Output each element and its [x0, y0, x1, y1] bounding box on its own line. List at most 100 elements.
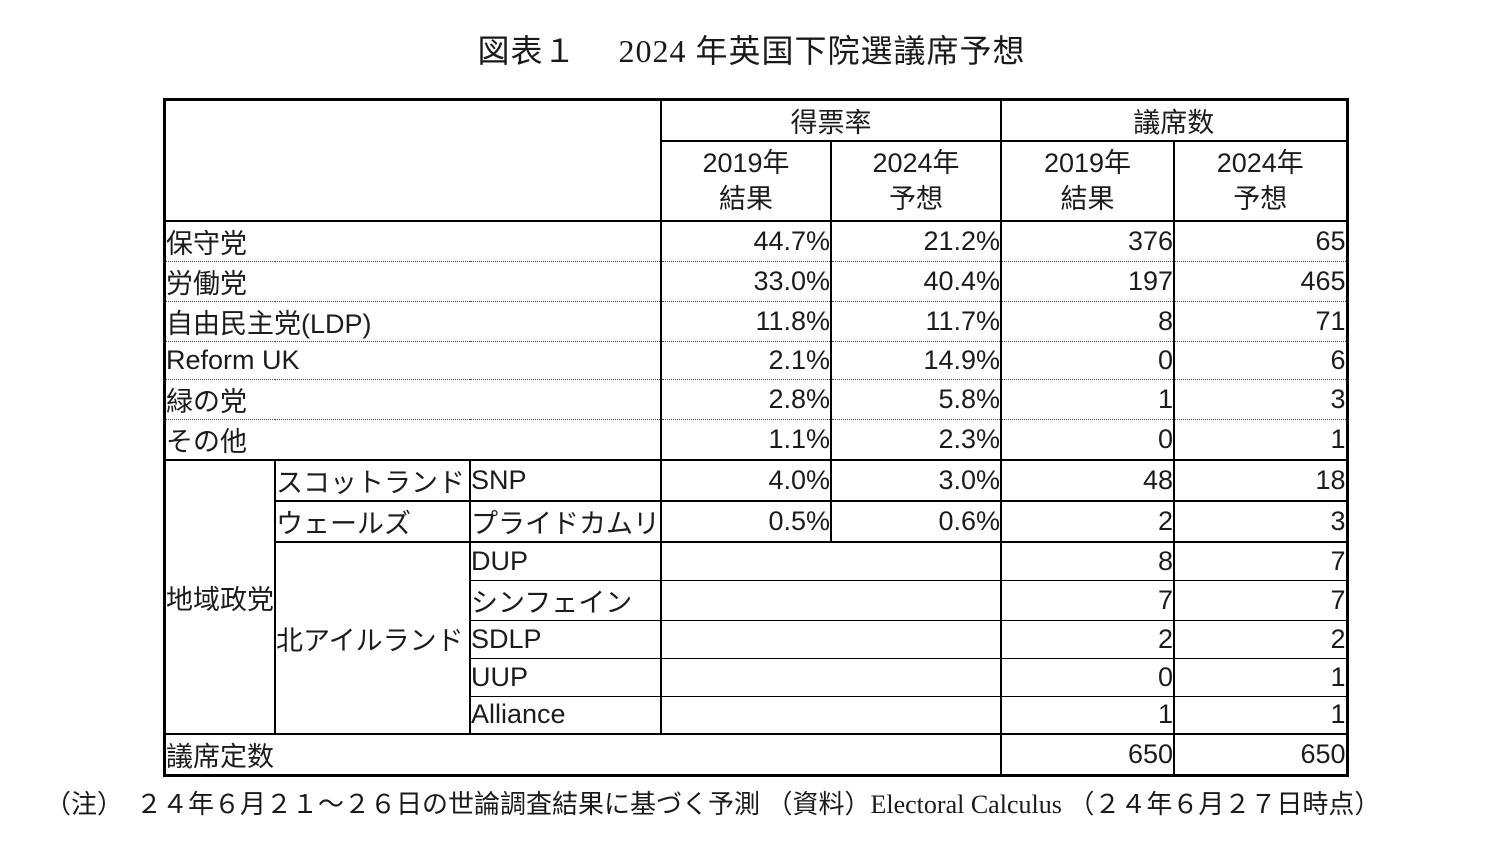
vote-share-2019-cell: 2.1% [660, 341, 832, 380]
vote-share-2019-cell: 33.0% [660, 261, 832, 302]
party-label-cell: その他 [163, 419, 662, 460]
vote-share-2024-cell: 5.8% [830, 379, 1002, 420]
seats-2019-cell: 1 [1000, 379, 1175, 420]
seats-2024-cell: 71 [1173, 301, 1348, 342]
seats-2024-cell: 7 [1173, 579, 1348, 620]
header-line: 予想 [1233, 184, 1288, 214]
corner-empty-cell [163, 99, 662, 221]
seats-2024-cell: 650 [1173, 733, 1348, 776]
seats-2019-cell: 1 [1000, 695, 1175, 734]
vote-share-2019-header: 2019年 結果 [660, 140, 832, 221]
seats-2019-cell: 376 [1000, 220, 1175, 262]
party-label-cell: シンフェイン [469, 579, 662, 620]
party-label-cell: 緑の党 [163, 379, 662, 420]
table-row-conservative: 保守党 44.7% 21.2% 376 65 [163, 220, 1348, 262]
seats-2024-cell: 3 [1173, 379, 1348, 420]
seats-2024-cell: 65 [1173, 220, 1348, 262]
table-row-reform-uk: Reform UK 2.1% 14.9% 0 6 [163, 341, 1348, 380]
header-columns-row: 2019年 結果 2024年 予想 2019年 結果 2024年 予想 [165, 140, 1348, 221]
party-label-cell: 労働党 [163, 261, 662, 302]
vote-share-group-header: 得票率 [660, 99, 1002, 141]
party-label-cell: SNP [469, 459, 662, 501]
seats-2024-cell: 7 [1173, 541, 1348, 580]
table-row-green: 緑の党 2.8% 5.8% 1 3 [163, 379, 1348, 420]
table-row-alliance: Alliance 1 1 [165, 695, 1348, 734]
vote-share-2019-cell: 4.0% [660, 459, 832, 501]
seats-2024-cell: 1 [1173, 695, 1348, 734]
seats-2019-cell: 0 [1000, 419, 1175, 460]
header-line: 2019年 [702, 148, 790, 178]
vote-share-2024-cell: 21.2% [830, 220, 1002, 262]
table-row-snp: 地域政党 スコットランド SNP 4.0% 3.0% 48 18 [163, 459, 1348, 734]
seats-2019-cell: 8 [1000, 301, 1175, 342]
vote-share-2019-cell: 2.8% [660, 379, 832, 420]
empty-vote-share-cell [660, 657, 1002, 696]
party-label-cell: 保守党 [163, 220, 662, 262]
header-line: 予想 [889, 184, 943, 214]
seats-2024-cell: 2 [1173, 619, 1348, 658]
party-label-cell: UUP [469, 657, 662, 696]
seats-2019-cell: 650 [1000, 733, 1175, 776]
table-row-total-seats: 議席定数 650 650 [163, 733, 1348, 776]
seats-2024-cell: 465 [1173, 261, 1348, 302]
vote-share-2024-cell: 40.4% [830, 261, 1002, 302]
vote-share-2024-header: 2024年 予想 [830, 140, 1002, 221]
header-line: 2019年 [1043, 148, 1132, 178]
figure-title: 図表１ 2024 年英国下院選議席予想 [477, 33, 1026, 69]
source-note: （注） ２４年６月２１～２６日の世論調査結果に基づく予測 （資料）Elector… [45, 790, 1381, 819]
header-group-row: 得票率 議席数 [163, 99, 1348, 221]
header-line: 結果 [1060, 184, 1115, 214]
election-forecast-table: 得票率 議席数 2019年 結果 2024年 予想 2019年 結果 2024年… [163, 98, 1349, 777]
header-line: 結果 [719, 184, 773, 214]
seats-group-header: 議席数 [1000, 99, 1348, 141]
header-line: 2024年 [872, 148, 960, 178]
seats-2024-cell: 18 [1173, 459, 1348, 501]
table-row-plaid-cymru: ウェールズ プライドカムリ 0.5% 0.6% 2 3 [165, 500, 1348, 542]
vote-share-2024-cell: 11.7% [830, 301, 1002, 342]
total-seats-label-cell: 議席定数 [163, 733, 1002, 776]
seats-2019-cell: 197 [1000, 261, 1175, 302]
party-label-cell: プライドカムリ [469, 500, 662, 542]
table-row-sdlp: SDLP 2 2 [165, 619, 1348, 658]
table-row-labour: 労働党 33.0% 40.4% 197 465 [163, 261, 1348, 302]
vote-share-2019-cell: 0.5% [660, 500, 832, 542]
vote-share-2019-cell: 1.1% [660, 419, 832, 460]
seats-2019-cell: 7 [1000, 579, 1175, 620]
seats-2024-cell: 6 [1173, 341, 1348, 380]
region-label-cell: スコットランド [274, 459, 471, 501]
seats-2019-cell: 2 [1000, 619, 1175, 658]
table-row-libdem: 自由民主党(LDP) 11.8% 11.7% 8 71 [163, 301, 1348, 342]
vote-share-2019-cell: 44.7% [660, 220, 832, 262]
party-label-cell: SDLP [469, 619, 662, 658]
party-label-cell: Alliance [469, 695, 662, 734]
table-row-uup: UUP 0 1 [165, 657, 1348, 696]
region-label-cell: ウェールズ [274, 500, 471, 542]
seats-2024-cell: 1 [1173, 419, 1348, 460]
regional-parties-group-cell: 地域政党 [163, 459, 276, 734]
vote-share-2019-cell: 11.8% [660, 301, 832, 342]
seats-2019-cell: 8 [1000, 541, 1175, 580]
seats-2019-cell: 0 [1000, 341, 1175, 380]
table-row-others: その他 1.1% 2.3% 0 1 [163, 419, 1348, 460]
empty-vote-share-cell [660, 695, 1002, 734]
vote-share-2024-cell: 3.0% [830, 459, 1002, 501]
table-row-sinn-fein: シンフェイン 7 7 [165, 579, 1348, 620]
region-label-cell: 北アイルランド [274, 541, 471, 734]
empty-vote-share-cell [660, 579, 1002, 620]
header-line: 2024年 [1216, 148, 1304, 178]
empty-vote-share-cell [660, 541, 1002, 580]
seats-2024-cell: 3 [1173, 500, 1348, 542]
table-row-dup: 北アイルランド DUP 8 7 [165, 541, 1348, 734]
seats-2024-header: 2024年 予想 [1173, 140, 1348, 221]
party-label-cell: Reform UK [163, 341, 662, 380]
vote-share-2024-cell: 0.6% [830, 500, 1002, 542]
empty-vote-share-cell [660, 619, 1002, 658]
seats-2019-cell: 48 [1000, 459, 1175, 501]
vote-share-2024-cell: 2.3% [830, 419, 1002, 460]
seats-2019-cell: 2 [1000, 500, 1175, 542]
party-label-cell: 自由民主党(LDP) [163, 301, 662, 342]
seats-2019-cell: 0 [1000, 657, 1175, 696]
seats-2019-header: 2019年 結果 [1000, 140, 1175, 221]
party-label-cell: DUP [469, 541, 662, 580]
